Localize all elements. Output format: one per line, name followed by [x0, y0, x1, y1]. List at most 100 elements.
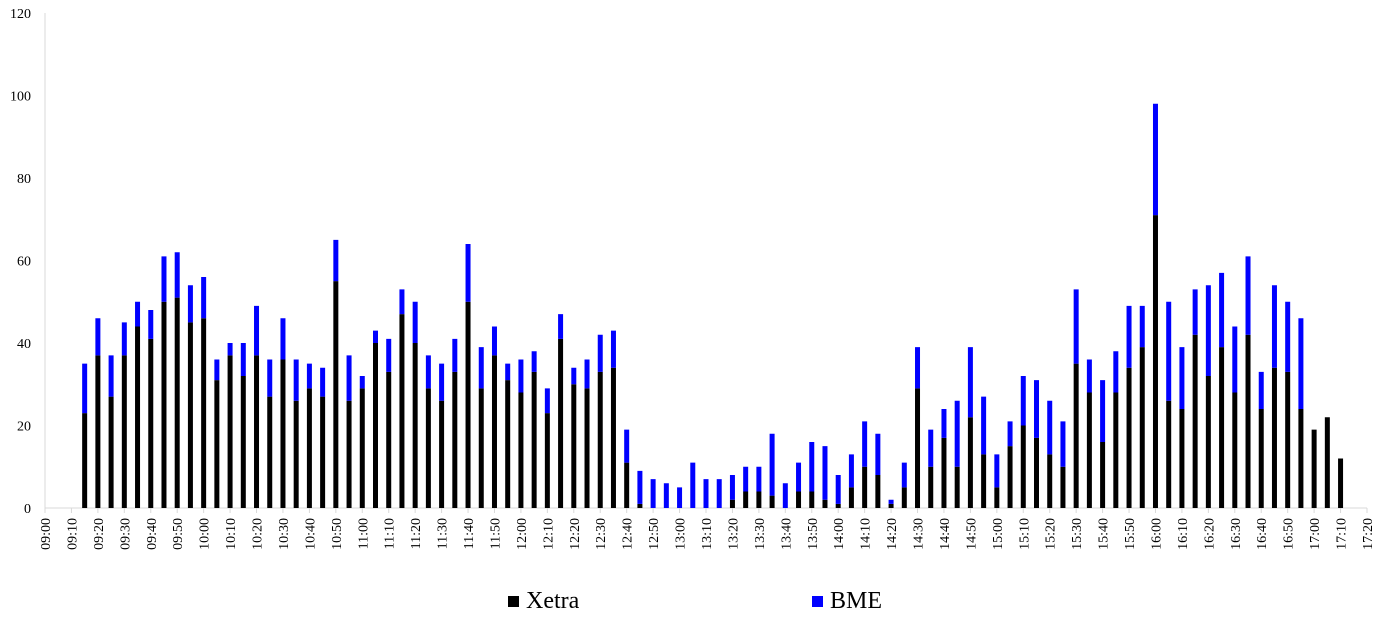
- bar-bme: [346, 355, 352, 401]
- bar-xetra: [729, 499, 735, 508]
- x-tick-label: 16:00: [1149, 518, 1164, 550]
- bar-xetra: [452, 371, 458, 509]
- x-tick-label: 12:30: [594, 518, 609, 550]
- bar-bme: [822, 446, 828, 500]
- bar-bme: [491, 326, 497, 356]
- bar-bme: [452, 338, 458, 372]
- x-axis: 09:00 09:10 09:20 09:30 09:40 09:50 10:00 10:10…: [39, 507, 1376, 550]
- x-tick-label: 13:20: [726, 518, 741, 550]
- bar-bme: [584, 359, 590, 389]
- x-tick-label: 09:40: [145, 518, 160, 550]
- bar-xetra: [1020, 425, 1026, 508]
- x-tick-label: 16:50: [1282, 518, 1297, 550]
- bar-bme: [1271, 285, 1277, 368]
- bar-bme: [518, 359, 524, 393]
- bar-xetra: [1166, 400, 1172, 508]
- bar-bme: [1285, 301, 1291, 372]
- bar-bme: [862, 421, 868, 467]
- bar-bme: [690, 462, 696, 509]
- bar-bme: [1152, 103, 1158, 216]
- bar-xetra: [796, 491, 802, 508]
- bar-xetra: [1232, 392, 1238, 508]
- bar-xetra: [888, 503, 894, 509]
- bar-xetra: [584, 388, 590, 509]
- x-tick-label: 09:10: [65, 518, 80, 550]
- bar-bme: [201, 277, 207, 319]
- bar-xetra: [915, 388, 921, 509]
- x-tick-label: 13:30: [753, 518, 768, 550]
- bar-bme: [161, 256, 167, 302]
- bar-xetra: [320, 396, 326, 509]
- bar-xetra: [637, 503, 643, 509]
- x-tick-label: 11:30: [436, 518, 451, 549]
- bar-xetra: [1007, 446, 1013, 509]
- x-tick-label: 09:00: [39, 518, 54, 550]
- bar-bme: [994, 454, 1000, 488]
- bar-bme: [1060, 421, 1066, 467]
- bar-bme: [743, 466, 749, 492]
- bar-bme: [148, 310, 154, 339]
- bar-xetra: [1113, 392, 1119, 508]
- x-tick-label: 15:30: [1070, 518, 1085, 550]
- x-tick-label: 13:40: [779, 518, 794, 550]
- bar-bme: [835, 475, 841, 504]
- bar-bme: [663, 483, 669, 508]
- x-tick-label: 10:20: [251, 518, 266, 550]
- bar-xetra: [505, 380, 511, 509]
- bar-bme: [716, 479, 722, 509]
- bar-xetra: [465, 301, 471, 508]
- x-tick-label: 14:50: [964, 518, 979, 550]
- bar-xetra: [148, 338, 154, 509]
- bar-xetra: [769, 495, 775, 509]
- bar-bme: [121, 322, 127, 356]
- bar-xetra: [82, 413, 88, 509]
- bar-xetra: [478, 388, 484, 509]
- x-tick-label: 09:30: [118, 518, 133, 550]
- y-tick-label: 120: [10, 7, 31, 22]
- bar-bme: [108, 355, 114, 397]
- bar-xetra: [1258, 409, 1264, 508]
- bar-bme: [809, 442, 815, 492]
- legend-item-xetra: Xetra: [508, 588, 579, 615]
- bar-bme: [95, 318, 101, 356]
- bar-bme: [782, 483, 788, 508]
- bar-xetra: [743, 491, 749, 508]
- bar-bme: [888, 499, 894, 504]
- bar-xetra: [981, 454, 987, 509]
- bar-xetra: [240, 376, 246, 508]
- bar-bme: [1192, 289, 1198, 335]
- x-tick-label: 11:00: [356, 518, 371, 549]
- bar-xetra: [954, 466, 960, 508]
- bar-xetra: [359, 388, 365, 509]
- bar-xetra: [1073, 363, 1079, 509]
- bar-xetra: [822, 499, 828, 508]
- bar-bme: [293, 359, 299, 401]
- bar-bme: [531, 351, 537, 372]
- bar-bme: [386, 338, 392, 372]
- bar-xetra: [610, 367, 616, 508]
- bar-xetra: [214, 380, 220, 509]
- bar-bme: [915, 347, 921, 389]
- bar-xetra: [558, 338, 564, 509]
- x-tick-label: 16:30: [1229, 518, 1244, 550]
- bar-xetra: [333, 281, 339, 509]
- bar-bme: [174, 252, 180, 298]
- bar-bme: [1166, 301, 1172, 401]
- bar-xetra: [201, 318, 207, 508]
- bar-xetra: [227, 355, 233, 509]
- bar-bme: [465, 244, 471, 302]
- bar-bme: [928, 429, 934, 467]
- bar-bme: [478, 347, 484, 389]
- bar-bme: [610, 330, 616, 368]
- legend-swatch-bme: [812, 596, 823, 607]
- bar-bme: [227, 343, 233, 356]
- x-tick-label: 14:10: [859, 518, 874, 550]
- bar-xetra: [95, 355, 101, 509]
- bar-xetra: [1338, 458, 1344, 508]
- bar-xetra: [425, 388, 431, 509]
- bar-xetra: [1192, 334, 1198, 508]
- bar-bme: [848, 454, 854, 488]
- x-tick-label: 12:50: [647, 518, 662, 550]
- bar-bme: [597, 334, 603, 372]
- legend-item-bme: BME: [812, 588, 882, 615]
